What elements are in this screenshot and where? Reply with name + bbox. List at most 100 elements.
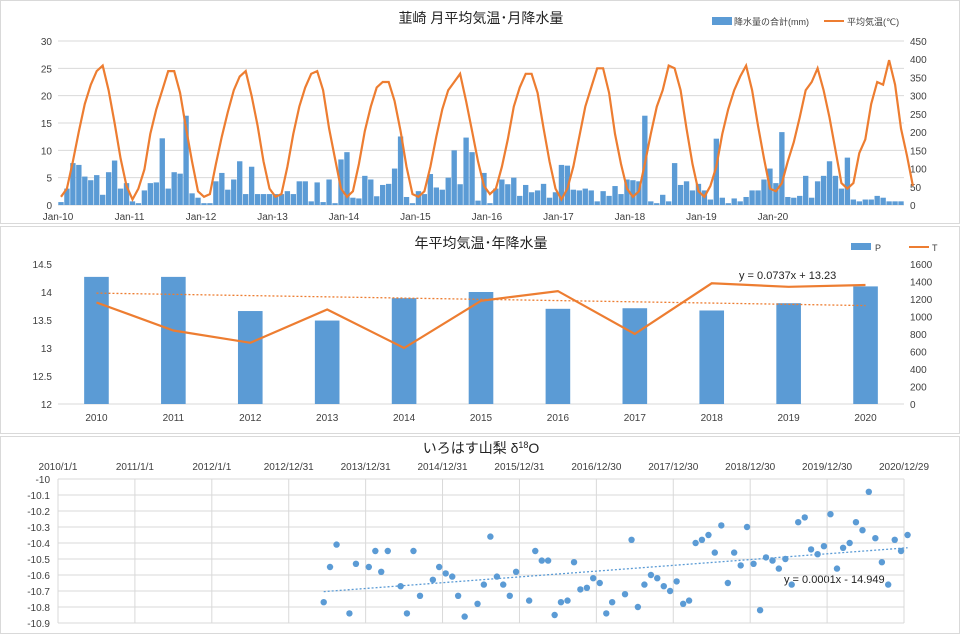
precip-bar — [695, 183, 702, 205]
y-tick-label: -10.2 — [27, 507, 50, 518]
data-point — [512, 568, 520, 575]
trendline-equation: y = 0.0737x + 13.23 — [739, 270, 836, 282]
precip-bar — [338, 159, 344, 205]
precip-bar — [594, 201, 600, 205]
precip-bar — [493, 188, 499, 205]
data-point — [795, 519, 802, 526]
x-tick-label: 2015/12/31 — [494, 462, 544, 473]
legend-label-t: T — [932, 243, 938, 253]
trendline-equation: y = 0.0001x - 14.949 — [784, 574, 885, 586]
x-tick-label: Jan-20 — [758, 212, 789, 223]
data-point — [666, 587, 674, 595]
legend-label-temp: 平均気温(℃) — [847, 16, 899, 27]
y-tick-label: -10.6 — [27, 571, 50, 582]
precip-bar — [505, 184, 511, 205]
data-point — [891, 536, 898, 543]
precip-bar — [213, 181, 219, 205]
data-point — [634, 603, 642, 611]
precip-bar — [242, 194, 249, 205]
data-point — [442, 570, 449, 577]
data-point — [551, 611, 558, 619]
precip-bar — [511, 177, 517, 205]
precip-bar — [308, 201, 314, 205]
precip-bar — [618, 194, 624, 205]
data-point — [724, 579, 732, 587]
y-left-tick-label: 30 — [41, 37, 53, 48]
data-point — [846, 539, 853, 547]
precip-bar — [892, 201, 898, 205]
annual-bar — [622, 308, 648, 404]
y-right-tick-label: 800 — [910, 330, 927, 341]
data-point — [525, 597, 533, 604]
x-tick-label: 2018 — [701, 413, 724, 424]
precip-bar — [671, 163, 678, 205]
x-tick-label: Jan-16 — [472, 212, 503, 223]
precip-bar — [457, 184, 463, 205]
x-tick-label: 2012 — [239, 413, 262, 424]
data-point — [557, 599, 565, 606]
data-point — [762, 554, 770, 561]
y-left-tick-label: 15 — [41, 119, 53, 130]
precip-bar — [856, 201, 862, 205]
y-left-tick-label: 14 — [41, 288, 53, 299]
trendline — [96, 292, 866, 307]
data-point — [769, 557, 776, 564]
y-left-tick-label: 5 — [46, 174, 52, 185]
precip-bar — [475, 200, 481, 205]
data-point — [660, 583, 667, 590]
annual-bar — [699, 310, 725, 404]
annual-bar — [853, 286, 878, 404]
precip-bar — [284, 191, 291, 205]
data-point — [872, 535, 879, 542]
y-left-tick-label: 13.5 — [33, 316, 53, 327]
precip-bar — [886, 201, 892, 205]
precip-bar — [380, 184, 386, 205]
precip-bar — [820, 175, 827, 205]
x-tick-label: Jan-11 — [115, 212, 145, 223]
y-right-tick-label: 250 — [910, 110, 927, 121]
data-point — [372, 547, 379, 555]
precip-bar — [844, 157, 851, 205]
isotope-chart: いろはす山梨 δ18O y = 0.0001x - 14.949 -10 -10.… — [27, 440, 929, 630]
y-left-tick-label: 25 — [41, 64, 53, 75]
precip-bar — [207, 203, 213, 205]
data-point — [570, 559, 578, 566]
precip-bar — [523, 184, 529, 205]
data-point — [384, 547, 391, 555]
data-point — [737, 562, 744, 569]
y-right-tick-label: 0 — [910, 400, 916, 411]
precip-bar — [219, 172, 225, 205]
y-right-tick-label: 400 — [910, 365, 927, 376]
data-point — [544, 557, 552, 564]
y-left-tick-label: 10 — [41, 146, 53, 157]
precip-bar — [385, 183, 392, 205]
data-point — [654, 575, 661, 582]
data-point — [410, 547, 417, 555]
y-tick-label: -10.8 — [27, 603, 50, 614]
y-right-tick-label: 200 — [910, 383, 927, 394]
precip-bar — [612, 186, 618, 205]
temperature-line — [60, 59, 914, 202]
precip-bar — [576, 190, 582, 205]
y-left-tick-label: 20 — [41, 92, 53, 103]
data-point — [506, 592, 513, 599]
chart-title: 韮崎 月平均気温･月降水量 — [399, 10, 564, 26]
x-tick-label: 2020 — [854, 413, 877, 424]
y-right-tick-label: 50 — [910, 183, 922, 194]
data-point — [820, 543, 828, 550]
data-point — [435, 563, 443, 571]
data-point — [608, 599, 616, 606]
y-left-tick-label: 0 — [46, 201, 52, 212]
precip-bar — [445, 177, 451, 205]
precip-bar — [517, 195, 523, 205]
precip-bar — [135, 203, 142, 205]
x-tick-label: 2016/12/30 — [571, 462, 621, 473]
data-point — [839, 544, 847, 551]
y-right-tick-label: 1200 — [910, 295, 933, 306]
precip-bar — [183, 115, 189, 205]
precip-bar — [636, 181, 642, 205]
data-point — [859, 527, 866, 534]
precip-bar — [540, 183, 547, 205]
data-point — [884, 581, 892, 588]
precip-bar — [427, 174, 434, 205]
